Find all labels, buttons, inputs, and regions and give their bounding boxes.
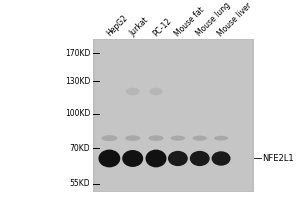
Text: 130KD: 130KD: [65, 77, 90, 86]
Ellipse shape: [190, 151, 210, 166]
Ellipse shape: [193, 136, 207, 141]
Text: 170KD: 170KD: [65, 49, 90, 58]
Text: Mouse fat: Mouse fat: [173, 5, 206, 38]
Text: Mouse liver: Mouse liver: [216, 1, 254, 38]
Text: PC-12: PC-12: [151, 16, 173, 38]
Bar: [95, 40, 252, 191]
Text: Mouse lung: Mouse lung: [195, 1, 232, 38]
Ellipse shape: [101, 135, 117, 141]
Text: 55KD: 55KD: [70, 179, 90, 188]
Ellipse shape: [148, 135, 164, 141]
Ellipse shape: [214, 136, 228, 141]
Ellipse shape: [212, 151, 230, 166]
Ellipse shape: [146, 150, 167, 167]
Ellipse shape: [98, 150, 120, 167]
Ellipse shape: [125, 135, 140, 141]
Text: 100KD: 100KD: [65, 109, 90, 118]
Text: 70KD: 70KD: [70, 144, 90, 153]
Ellipse shape: [126, 88, 140, 95]
Bar: [93, 39, 254, 192]
Ellipse shape: [171, 136, 185, 141]
Text: Jurkat: Jurkat: [128, 16, 150, 38]
Text: NFE2L1: NFE2L1: [262, 154, 294, 163]
Ellipse shape: [168, 151, 188, 166]
Ellipse shape: [122, 150, 143, 167]
Ellipse shape: [149, 88, 163, 95]
Text: HepG2: HepG2: [104, 14, 129, 38]
